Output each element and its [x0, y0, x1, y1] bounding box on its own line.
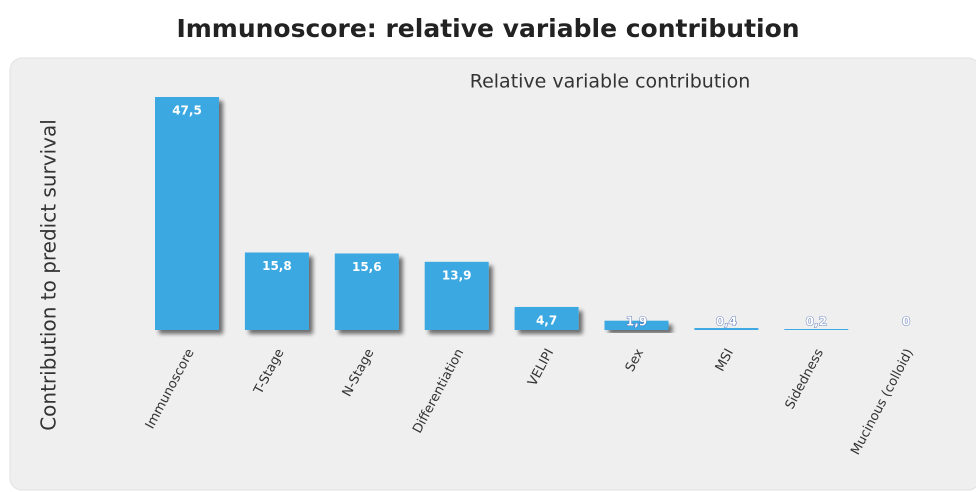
bar [694, 328, 759, 330]
bar [514, 306, 579, 330]
data-label: 15,6 [352, 260, 382, 274]
data-label: 4,7 [536, 313, 557, 327]
bar [334, 253, 399, 330]
chart-title: Immunoscore: relative variable contribut… [176, 14, 799, 43]
data-label: 0,2 [806, 315, 827, 329]
data-label: 0 [902, 315, 910, 329]
data-label: 13,9 [442, 268, 472, 282]
data-label: 15,8 [262, 259, 292, 273]
plot-panel [9, 57, 976, 491]
bar [784, 329, 849, 330]
bar [424, 261, 489, 330]
bar [244, 252, 309, 330]
data-label: 1,9 [626, 315, 647, 329]
data-label: 0,4 [716, 315, 737, 329]
bar [604, 320, 669, 330]
bar [155, 97, 219, 330]
chart-subtitle: Relative variable contribution [470, 71, 751, 93]
data-label: 47,5 [172, 104, 202, 118]
y-axis-label: Contribution to predict survival [37, 119, 61, 431]
